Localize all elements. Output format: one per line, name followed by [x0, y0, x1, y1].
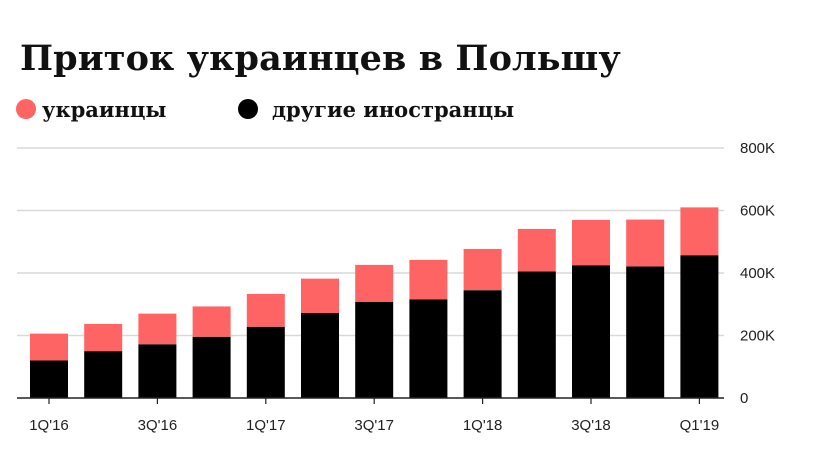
legend-swatch-other-foreigners [238, 99, 258, 119]
bar-other-foreigners-12 [680, 255, 719, 398]
bar-other-foreigners-6 [355, 301, 394, 398]
bar-ukrainians-4 [246, 293, 285, 327]
bar-ukrainians-12 [680, 207, 719, 256]
bar-other-foreigners-1 [84, 351, 123, 398]
legend-label-ukrainians: украинцы [42, 96, 167, 122]
x-tick-label-3: 3Q'17 [354, 417, 394, 434]
x-tick-label-6: Q1'19 [680, 417, 720, 434]
legend: украинцы другие иностранцы [0, 92, 827, 126]
x-tick-label-5: 3Q'18 [571, 417, 611, 434]
bar-ukrainians-0 [30, 333, 68, 361]
y-tick-label-2: 400K [740, 265, 775, 282]
bar-other-foreigners-9 [517, 271, 556, 398]
bar-other-foreigners-2 [138, 344, 177, 398]
x-tick-label-1: 3Q'16 [138, 417, 178, 434]
bar-other-foreigners-4 [246, 326, 285, 398]
legend-label-other-foreigners: другие иностранцы [272, 96, 515, 122]
bars [30, 207, 719, 398]
bar-ukrainians-8 [463, 248, 502, 291]
x-tick-label-2: 1Q'17 [246, 417, 286, 434]
y-tick-label-4: 800K [740, 140, 775, 157]
bar-other-foreigners-11 [626, 266, 665, 398]
x-tick-label-4: 1Q'18 [463, 417, 503, 434]
bar-ukrainians-5 [301, 278, 339, 313]
bar-ukrainians-6 [355, 264, 394, 302]
chart-title: Приток украинцев в Польшу [20, 38, 621, 79]
bar-ukrainians-11 [626, 219, 665, 267]
bar-ukrainians-10 [572, 219, 610, 266]
y-tick-label-0: 0 [740, 390, 748, 407]
axes: 0 200K 400K 600K 800K 1Q'16 3Q'16 1Q'17 3Q'17 1Q'… [17, 140, 775, 434]
bar-ukrainians-1 [84, 323, 123, 352]
bar-other-foreigners-0 [30, 360, 68, 398]
bar-other-foreigners-8 [463, 290, 502, 398]
legend-item-other-foreigners: другие иностранцы [238, 92, 514, 126]
y-tick-label-1: 200K [740, 328, 775, 345]
y-tick-label-3: 600K [740, 203, 775, 220]
legend-swatch-ukrainians [16, 99, 36, 119]
x-tick-label-0: 1Q'16 [29, 417, 69, 434]
bar-ukrainians-9 [517, 228, 556, 272]
bar-other-foreigners-5 [301, 313, 339, 398]
bar-other-foreigners-7 [409, 299, 448, 398]
bar-ukrainians-7 [409, 259, 448, 300]
bar-ukrainians-2 [138, 313, 177, 345]
legend-item-ukrainians: украинцы [16, 92, 166, 126]
bar-ukrainians-3 [192, 306, 231, 337]
bar-other-foreigners-10 [572, 265, 610, 398]
bar-other-foreigners-3 [192, 336, 231, 398]
